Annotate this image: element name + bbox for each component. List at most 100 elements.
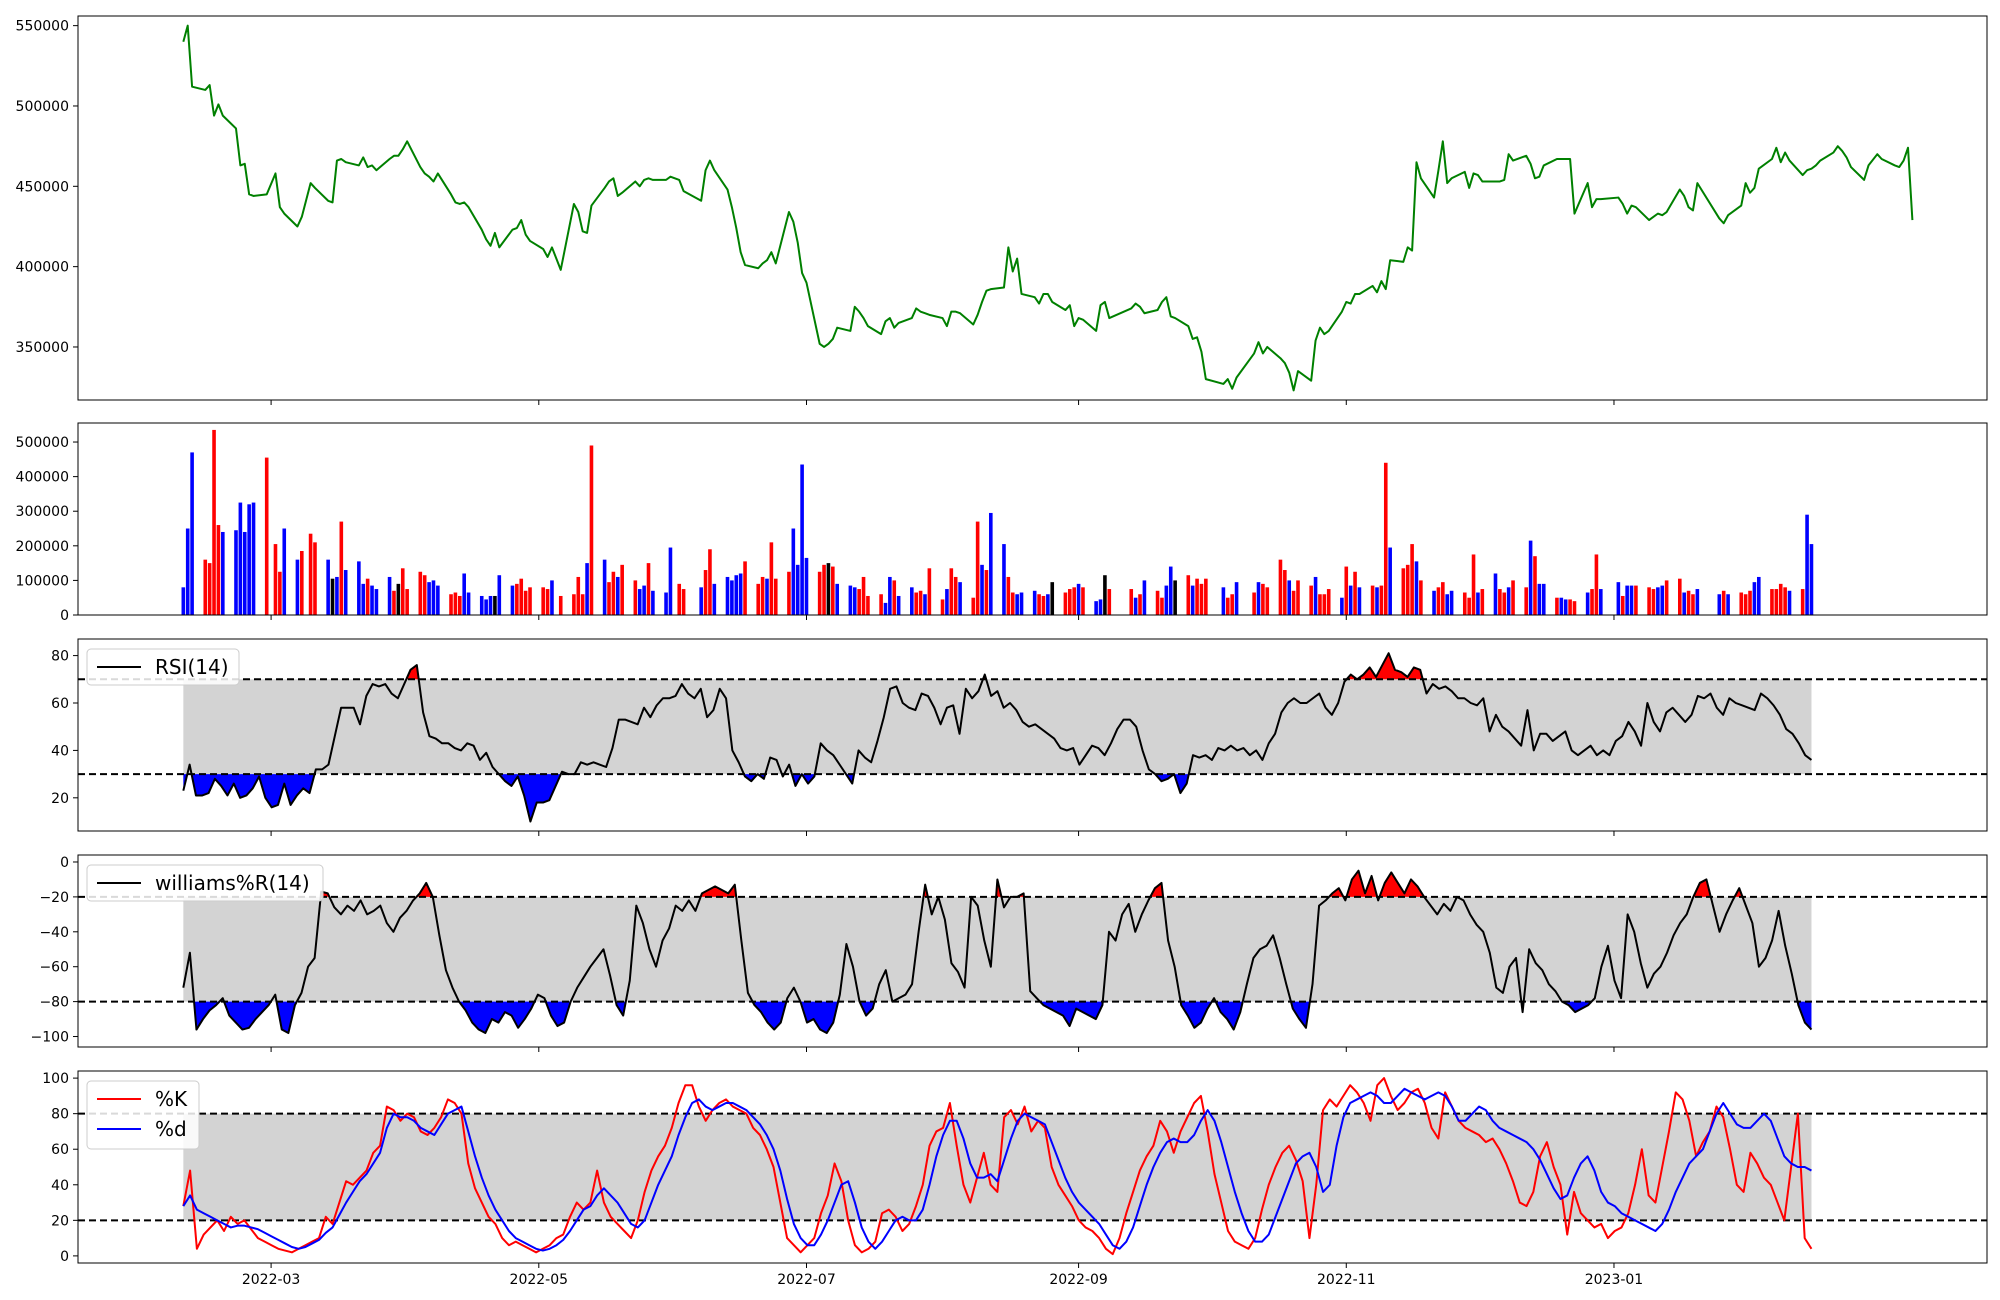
volume-bar — [1511, 580, 1515, 615]
volume-bar — [1717, 594, 1722, 615]
stochastic-k-line — [182, 1077, 1813, 1256]
volume-bar — [1467, 597, 1471, 615]
volume-bar — [773, 578, 778, 615]
volume-bar — [866, 595, 870, 615]
volume-bar — [1375, 587, 1379, 615]
volume-bar — [852, 587, 857, 615]
volume-bar — [357, 561, 361, 615]
volume-bar — [1129, 589, 1134, 615]
volume-bar — [633, 580, 638, 615]
volume-bar — [278, 571, 282, 615]
volume-bar — [1234, 582, 1239, 615]
volume-bar — [984, 570, 989, 615]
volume-bar — [615, 576, 620, 615]
volume-bar — [668, 547, 673, 615]
volume-bar — [1678, 578, 1682, 615]
volume-bar — [1770, 589, 1774, 615]
williams-r-panel: 0 −20 −40 −60 −80 −100 williams%R(14) — [31, 854, 1988, 1052]
x-tick-label: 2022-11 — [1317, 1272, 1376, 1288]
volume-bar — [945, 589, 949, 615]
volume-bar — [1142, 580, 1147, 615]
volume-bar — [642, 585, 646, 615]
rsi-frame — [77, 638, 1988, 832]
volume-bar — [738, 573, 743, 615]
volume-bar — [918, 590, 923, 615]
volume-bar — [1019, 592, 1024, 615]
volume-bar — [1686, 590, 1691, 615]
volume-bar — [699, 587, 703, 615]
stochastic-ytick-label: 60 — [51, 1142, 69, 1158]
volume-bar — [431, 580, 436, 615]
rsi-ytick-label: 40 — [51, 743, 69, 759]
volume-bar — [300, 551, 304, 615]
volume-bar — [1076, 583, 1081, 615]
volume-bar — [1032, 590, 1037, 615]
volume-bar — [1419, 580, 1423, 615]
volume-bar — [479, 595, 484, 615]
volume-bar — [817, 571, 822, 615]
williams-r-ytick-label: 0 — [60, 855, 69, 871]
volume-bar — [795, 564, 800, 615]
volume-bar — [488, 595, 493, 615]
volume-bar — [1471, 554, 1476, 615]
price-ytick-label: 500000 — [16, 99, 69, 115]
volume-bar — [1322, 594, 1327, 615]
volume-bar — [203, 559, 208, 615]
stochastic-ytick-label: 100 — [42, 1071, 69, 1087]
volume-bar — [1620, 595, 1625, 615]
volume-bar — [326, 559, 330, 615]
volume-bar — [831, 566, 835, 615]
volume-bar — [190, 452, 194, 615]
volume-bar — [953, 576, 958, 615]
volume-bar — [1480, 589, 1485, 615]
volume-bar — [1353, 571, 1357, 615]
volume-bar — [181, 587, 186, 615]
volume-bar — [238, 502, 243, 615]
volume-bar — [343, 570, 348, 615]
williams-r-ytick-label: −40 — [39, 925, 69, 941]
volume-bar — [1072, 587, 1076, 615]
volume-bar — [576, 576, 581, 615]
volume-bar — [1809, 544, 1814, 615]
rsi-legend-box — [86, 648, 240, 686]
volume-bar — [1783, 587, 1787, 615]
volume-bar — [545, 589, 550, 615]
volume-bar — [436, 585, 440, 615]
volume-bar — [1743, 594, 1748, 615]
williams-r-overbought-fill — [1150, 882, 1164, 897]
volume-bar — [712, 583, 717, 615]
volume-bar — [1063, 592, 1068, 615]
volume-bar — [822, 564, 826, 615]
volume-bar — [541, 587, 545, 615]
volume-bar — [787, 571, 791, 615]
williams-r-oversold-fill — [800, 1001, 839, 1034]
volume-bar — [1616, 582, 1621, 615]
volume-bar — [1691, 594, 1695, 615]
volume-bar — [1199, 583, 1204, 615]
volume-bar — [418, 571, 423, 615]
volume-bar — [1599, 589, 1603, 615]
volume-bar — [1414, 561, 1419, 615]
volume-bar — [1230, 594, 1234, 615]
volume-bar — [1432, 590, 1436, 615]
volume-bar — [664, 592, 668, 615]
volume-ytick-label: 100000 — [16, 573, 69, 589]
volume-bar — [1265, 587, 1270, 615]
volume-bar — [392, 590, 396, 615]
x-tick-label: 2022-09 — [1049, 1272, 1108, 1288]
volume-bar — [861, 576, 866, 615]
williams-r-oversold-fill — [459, 1001, 535, 1034]
rsi-ytick-label: 20 — [51, 791, 69, 807]
volume-bar — [466, 592, 471, 615]
volume-bar — [1664, 580, 1669, 615]
williams-r-oversold-fill — [1290, 1001, 1310, 1028]
volume-bar — [462, 573, 466, 615]
volume-bar — [400, 568, 405, 615]
volume-bar — [585, 563, 589, 615]
volume-bar — [879, 594, 883, 615]
volume-bar — [857, 589, 861, 615]
volume-bar — [1050, 582, 1055, 615]
volume-bar — [1221, 587, 1226, 615]
stochastic-ytick-label: 20 — [51, 1213, 69, 1229]
